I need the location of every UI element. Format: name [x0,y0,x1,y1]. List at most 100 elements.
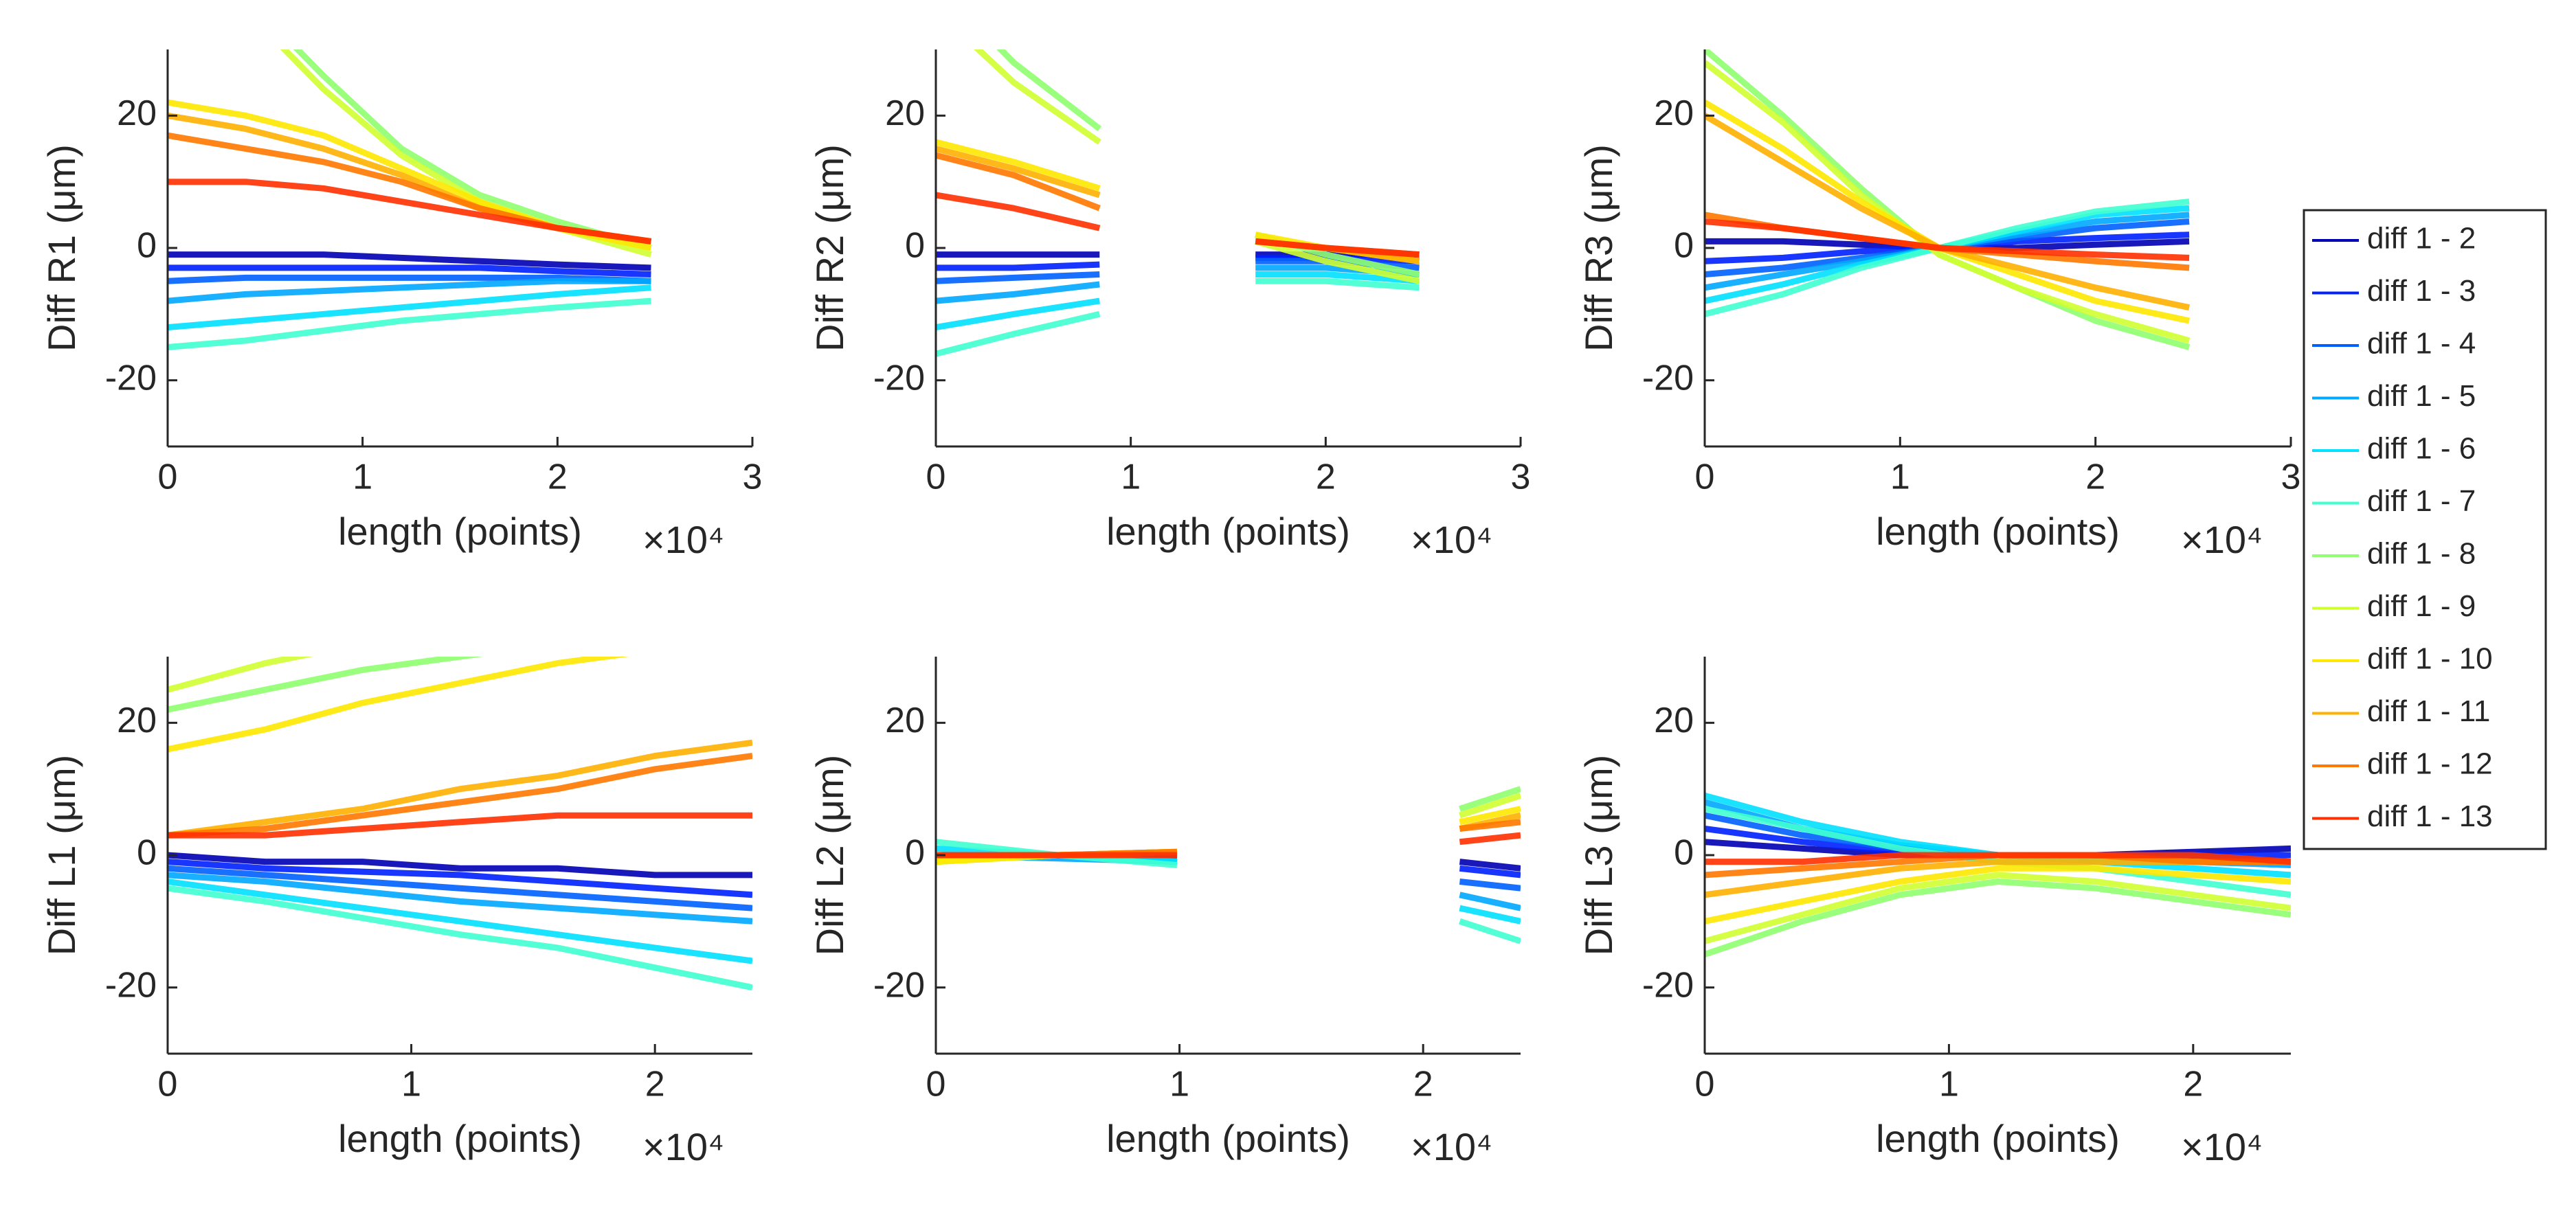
series-line [168,274,651,284]
x-tick-label: 3 [1511,457,1531,497]
series-line [936,192,1420,258]
legend-label: diff 1 - 12 [2367,747,2493,781]
lines [168,657,752,991]
x-tick-label: 2 [645,1065,665,1104]
y-axis-label: Diff R2 (μm) [808,144,851,352]
series-line [1705,852,2291,865]
series-line [168,657,313,693]
x-axis-label: length (points) [1106,510,1350,553]
x-multiplier: ×10⁴ [2181,1125,2263,1168]
series-line [168,812,752,839]
y-tick-label: 20 [117,701,157,740]
subplot: 0 1 2 3 -20 0 20 length (points) ×10⁴ Diff R1 (μm… [40,49,762,561]
x-tick-label: 0 [158,457,178,497]
x-tick-label: 2 [1413,1065,1433,1104]
subplot: 0 1 2 -20 0 20 length (points) ×10⁴ Diff L2 (μm) [808,657,1521,1168]
y-tick-label: 0 [1674,833,1694,873]
x-multiplier: ×10⁴ [642,518,724,561]
subplot: 0 1 2 -20 0 20 length (points) ×10⁴ Diff L3 (μm) [1577,657,2291,1168]
series-line [1705,60,2191,344]
series-line [1705,218,2190,261]
series-line [168,284,651,331]
series-line [168,179,652,245]
x-tick-label: 1 [352,457,372,497]
legend-label: diff 1 - 8 [2367,537,2476,571]
x-tick-label: 2 [2085,457,2105,497]
series-line [936,271,1420,331]
legend-label: diff 1 - 7 [2367,484,2476,518]
series-line [168,277,651,304]
y-tick-label: 20 [117,93,157,133]
y-axis-label: Diff R1 (μm) [40,144,83,352]
series-line [1705,865,2291,925]
legend-label: diff 1 - 11 [2367,694,2490,728]
x-tick-label: 0 [926,1065,946,1104]
subplot: 0 1 2 -20 0 20 length (points) ×10⁴ Diff L1 (μm) [40,657,752,1168]
y-tick-label: 20 [1654,93,1694,133]
series-line [168,264,651,277]
series-line [168,753,752,839]
series-line [168,112,652,245]
legend-label: diff 1 - 13 [2367,800,2493,833]
lines [936,49,1420,357]
series-line [1705,872,2291,944]
x-axis-label: length (points) [338,1117,582,1160]
x-tick-label: 0 [1695,1065,1715,1104]
x-tick-label: 1 [401,1065,421,1104]
series-line [974,49,1420,284]
x-tick-label: 1 [1121,457,1141,497]
series-line [168,657,483,713]
y-tick-label: 20 [885,701,925,740]
x-multiplier: ×10⁴ [1411,518,1492,561]
y-tick-label: -20 [873,965,925,1005]
x-axis-label: length (points) [1876,510,2120,553]
x-tick-label: 2 [548,457,568,497]
series-line [168,739,752,839]
x-axis-label: length (points) [1876,1117,2120,1160]
x-tick-label: 0 [158,1065,178,1104]
x-tick-label: 1 [1939,1065,1959,1104]
y-axis-label: Diff L2 (μm) [808,755,851,956]
series-line [168,657,629,753]
x-tick-label: 2 [2183,1065,2203,1104]
y-tick-label: -20 [873,358,925,398]
lines [936,786,1521,944]
series-line [168,865,752,911]
legend-label: diff 1 - 9 [2367,589,2476,623]
y-tick-label: -20 [105,965,157,1005]
x-axis-label: length (points) [338,510,582,553]
legend-label: diff 1 - 2 [2367,222,2476,256]
y-tick-label: 0 [905,226,925,266]
x-tick-label: 0 [926,457,946,497]
series-line [936,832,1521,859]
subplot: 0 1 2 3 -20 0 20 length (points) ×10⁴ Diff R3 (μm… [1577,49,2301,561]
y-axis-label: Diff R3 (μm) [1577,144,1620,352]
series-line [1705,878,2291,957]
y-tick-label: 20 [885,93,925,133]
legend-label: diff 1 - 6 [2367,432,2476,466]
series-line [168,885,752,991]
lines [1705,49,2191,350]
legend-label: diff 1 - 3 [2367,274,2476,308]
series-line [168,251,651,271]
series-line [936,277,1420,357]
legend-box [2303,209,2547,850]
y-tick-label: 0 [137,226,157,266]
series-line [168,872,752,925]
y-tick-label: 20 [1654,701,1694,740]
legend-label: diff 1 - 10 [2367,642,2493,676]
legend: diff 1 - 2 diff 1 - 3 diff 1 - 4 diff 1 - 5… [2303,209,2547,850]
y-tick-label: -20 [105,358,157,398]
x-multiplier: ×10⁴ [2181,518,2263,561]
series-line [936,139,1420,264]
lines [168,49,652,350]
series-line [168,859,752,898]
x-tick-label: 1 [1169,1065,1189,1104]
x-tick-label: 1 [1890,457,1910,497]
lines [1705,792,2291,957]
y-tick-label: 0 [1674,226,1694,266]
y-tick-label: -20 [1642,358,1694,398]
x-tick-label: 3 [2281,457,2301,497]
series-line [936,254,1420,271]
